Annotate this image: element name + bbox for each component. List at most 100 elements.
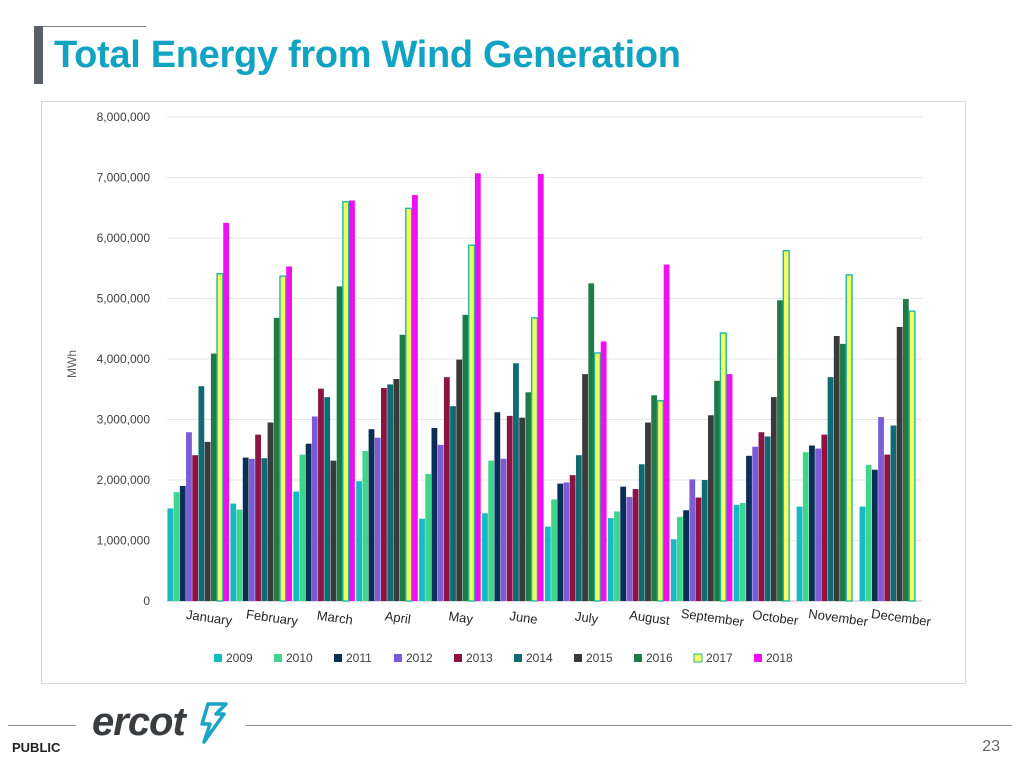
bar-2010-july <box>551 499 557 601</box>
bar-2012-july <box>563 482 570 601</box>
bar-2015-february <box>267 422 274 601</box>
x-tick-label: March <box>316 608 354 628</box>
legend-swatch-2018 <box>754 654 762 662</box>
bar-2011-december <box>871 469 878 601</box>
x-tick-label: June <box>509 608 539 627</box>
bar-2016-june <box>525 392 532 601</box>
bar-2009-may <box>419 518 425 601</box>
bar-2017-august <box>656 400 664 602</box>
bar-2010-may <box>425 473 432 601</box>
wind-energy-chart: 0 1,000,000 2,000,000 3,000,000 4,000,000 5,0… <box>65 110 933 665</box>
bar-2015-july <box>582 374 588 602</box>
title-top-rule <box>34 26 146 27</box>
bar-2018-april <box>412 195 418 602</box>
x-tick-label: July <box>574 609 599 627</box>
legend-swatch-2014 <box>514 654 522 662</box>
legend-label-2017: 2017 <box>706 651 733 665</box>
y-tick-label: 1,000,000 <box>97 534 151 548</box>
bar-2016-march <box>336 286 343 601</box>
legend-swatch-2013 <box>454 654 462 662</box>
legend-label-2011: 2011 <box>346 651 372 665</box>
bar-2010-june <box>488 460 495 601</box>
bar-2017-july <box>593 352 602 602</box>
bar-2010-november <box>802 452 809 601</box>
bar-2014-march <box>324 397 331 601</box>
x-tick-label: September <box>680 606 746 630</box>
bar-2017-june <box>530 317 539 602</box>
bar-2017-september <box>719 332 727 602</box>
bar-2013-june <box>506 415 513 601</box>
bar-2014-september <box>701 480 708 601</box>
bar-2011-april <box>368 429 375 601</box>
bar-2015-june <box>519 417 526 601</box>
bar-2012-february <box>248 458 255 601</box>
y-tick-label: 8,000,000 <box>97 110 151 124</box>
bar-2014-january <box>198 386 205 601</box>
bar-2018-august <box>663 264 670 601</box>
bar-2018-september <box>726 374 733 602</box>
legend-label-2012: 2012 <box>406 651 433 665</box>
bar-2017-october <box>782 249 790 602</box>
bar-2011-may <box>431 427 438 601</box>
bar-2015-september <box>707 415 714 601</box>
y-tick-label: 0 <box>143 594 150 608</box>
bar-2009-april <box>356 481 363 601</box>
bar-2012-november <box>815 448 822 601</box>
bar-2012-january <box>186 432 192 601</box>
legend-swatch-2011 <box>334 654 342 662</box>
bar-2016-april <box>399 334 406 601</box>
bar-2014-february <box>261 458 268 601</box>
bar-2012-december <box>878 417 884 601</box>
legend-label-2009: 2009 <box>226 651 253 665</box>
bar-2015-november <box>833 336 840 601</box>
bar-2013-march <box>318 388 324 601</box>
bar-2010-december <box>865 464 872 602</box>
bar-2016-february <box>273 317 280 601</box>
legend-label-2015: 2015 <box>586 651 613 665</box>
bar-2017-february <box>279 275 287 602</box>
y-axis-label: MWh <box>65 350 79 378</box>
bar-2014-july <box>575 455 582 601</box>
bar-2011-february <box>242 457 249 601</box>
bar-2012-may <box>437 444 444 601</box>
bar-2014-august <box>638 464 645 601</box>
bar-2014-april <box>387 384 394 601</box>
bar-2018-may <box>474 173 481 601</box>
bar-2010-april <box>362 450 369 601</box>
chart-gridlines <box>167 116 922 602</box>
bar-2017-december <box>908 310 916 602</box>
bar-2010-october <box>739 502 746 601</box>
x-tick-label: November <box>807 606 869 629</box>
bar-2016-may <box>462 314 469 601</box>
bar-2009-august <box>607 518 614 601</box>
bar-2011-january <box>179 486 186 601</box>
bar-2010-march <box>299 454 306 601</box>
bar-2012-august <box>626 496 633 601</box>
bar-2015-may <box>456 359 463 601</box>
bar-2013-january <box>192 455 199 601</box>
bar-2013-february <box>255 434 261 602</box>
bar-2016-august <box>651 395 658 601</box>
legend-swatch-2012 <box>394 654 402 662</box>
bar-2011-september <box>683 510 689 601</box>
bar-2012-october <box>752 446 759 601</box>
bar-2017-march <box>342 200 350 602</box>
ercot-logo: ercot <box>92 700 228 745</box>
bar-2009-october <box>733 504 740 601</box>
bar-2015-january <box>204 441 211 601</box>
legend-label-2014: 2014 <box>526 651 553 665</box>
bar-2011-august <box>620 486 627 601</box>
bar-2009-june <box>482 513 488 601</box>
bar-2009-december <box>859 506 866 601</box>
x-tick-label: October <box>751 607 800 628</box>
bar-2017-april <box>405 207 413 602</box>
slide-title: Total Energy from Wind Generation <box>54 34 681 76</box>
bar-2018-january <box>223 222 230 602</box>
bar-2012-april <box>374 437 381 601</box>
ercot-bolt-icon <box>200 702 228 744</box>
bar-2014-november <box>827 377 834 601</box>
bar-2016-december <box>902 299 909 601</box>
legend-swatch-2010 <box>274 654 282 662</box>
bar-2015-december <box>896 326 903 601</box>
bar-2013-may <box>443 377 450 601</box>
